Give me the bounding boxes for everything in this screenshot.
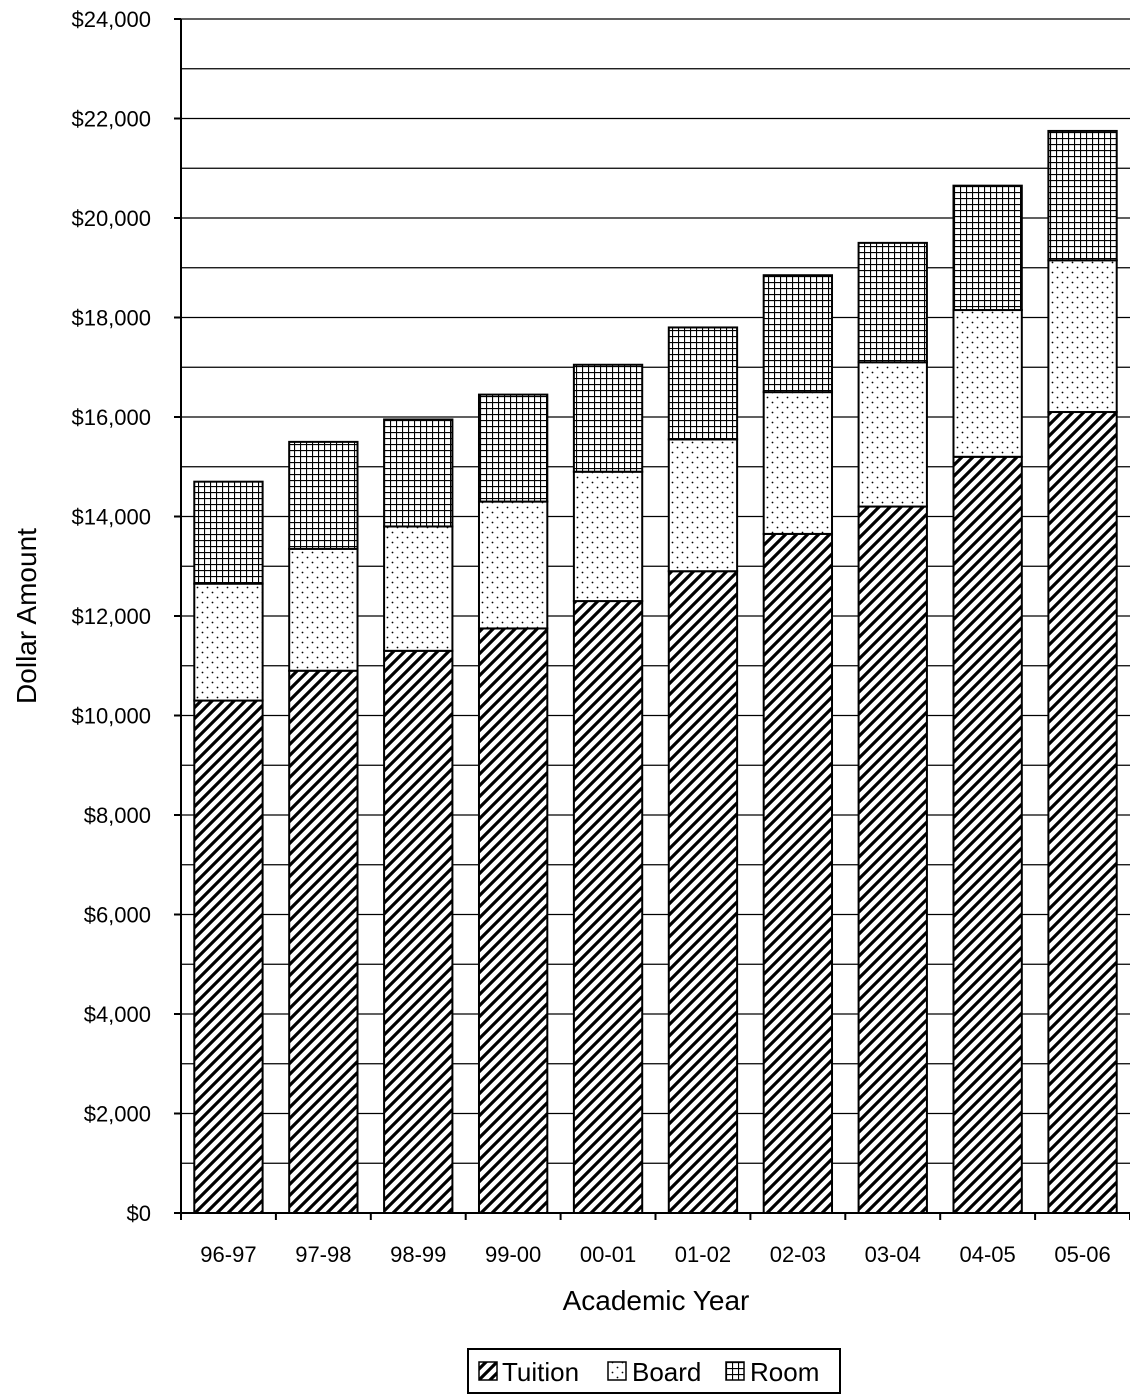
bar-board-96-97	[193, 582, 264, 702]
bar-board-98-99	[383, 525, 454, 652]
bar-tuition-99-00	[477, 627, 549, 1214]
bar-tuition-00-01	[572, 600, 644, 1214]
bar-tuition-96-97	[193, 699, 264, 1214]
x-tick-label: 98-99	[390, 1242, 446, 1267]
x-tick-label: 03-04	[865, 1242, 921, 1267]
x-axis-tick-labels: 96-97 97-98 98-99 99-00 00-01 01-02 02-03 03-04…	[200, 1242, 1110, 1267]
bar-tuition-03-04	[857, 505, 928, 1214]
y-tick-label: $24,000	[71, 7, 151, 32]
y-tick-label: $6,000	[84, 903, 151, 928]
x-tick-label: 04-05	[960, 1242, 1016, 1267]
bar-board-05-06	[1047, 259, 1118, 414]
bar-room-00-01	[572, 363, 644, 473]
x-tick-label: 00-01	[580, 1242, 636, 1267]
legend-swatch-room	[725, 1361, 745, 1381]
bar-tuition-01-02	[667, 570, 739, 1214]
bar-room-04-05	[952, 184, 1023, 312]
y-tick-label: $18,000	[71, 306, 151, 331]
bar-room-03-04	[857, 241, 928, 364]
x-tick-label: 99-00	[485, 1242, 541, 1267]
bar-board-99-00	[477, 500, 549, 630]
legend-swatch-tuition	[478, 1361, 498, 1381]
y-tick-label: $16,000	[71, 405, 151, 430]
bar-board-97-98	[288, 547, 359, 672]
bar-room-96-97	[193, 480, 264, 585]
y-tick-label: $0	[127, 1201, 151, 1226]
bar-board-03-04	[857, 361, 928, 508]
y-axis-title: Dollar Amount	[11, 528, 42, 704]
x-axis-title: Academic Year	[563, 1285, 750, 1316]
bar-board-01-02	[667, 438, 739, 573]
x-tick-label: 97-98	[295, 1242, 351, 1267]
y-axis-tick-labels: $0 $2,000 $4,000 $6,000 $8,000 $10,000 $12,000…	[71, 7, 151, 1226]
axes	[174, 18, 1130, 1220]
bar-tuition-04-05	[952, 455, 1023, 1214]
y-tick-label: $2,000	[84, 1102, 151, 1127]
legend-label-room: Room	[750, 1357, 819, 1387]
legend-swatch-board	[607, 1361, 627, 1381]
bar-board-04-05	[952, 309, 1023, 458]
y-tick-label: $20,000	[71, 206, 151, 231]
y-tick-label: $12,000	[71, 604, 151, 629]
bar-tuition-98-99	[383, 649, 454, 1214]
bar-room-98-99	[383, 418, 454, 528]
y-tick-label: $10,000	[71, 704, 151, 729]
legend-label-board: Board	[632, 1357, 701, 1387]
legend-box	[467, 1348, 841, 1394]
bar-board-02-03	[762, 391, 834, 535]
y-tick-label: $22,000	[71, 107, 151, 132]
x-tick-label: 05-06	[1054, 1242, 1110, 1267]
bar-room-97-98	[288, 440, 359, 550]
y-tick-label: $4,000	[84, 1002, 151, 1027]
legend: Tuition Board Room	[467, 1348, 841, 1394]
bar-room-02-03	[762, 274, 834, 394]
bar-room-01-02	[667, 326, 739, 441]
bar-tuition-97-98	[288, 669, 359, 1214]
bar-board-00-01	[572, 470, 644, 603]
bar-room-05-06	[1047, 129, 1118, 262]
bar-tuition-02-03	[762, 532, 834, 1214]
bars	[193, 129, 1118, 1214]
x-tick-label: 96-97	[200, 1242, 256, 1267]
x-tick-label: 02-03	[770, 1242, 826, 1267]
y-tick-label: $14,000	[71, 505, 151, 530]
bar-room-99-00	[477, 393, 549, 503]
x-tick-label: 01-02	[675, 1242, 731, 1267]
y-tick-label: $8,000	[84, 803, 151, 828]
legend-label-tuition: Tuition	[502, 1357, 579, 1387]
bar-tuition-05-06	[1047, 411, 1118, 1214]
